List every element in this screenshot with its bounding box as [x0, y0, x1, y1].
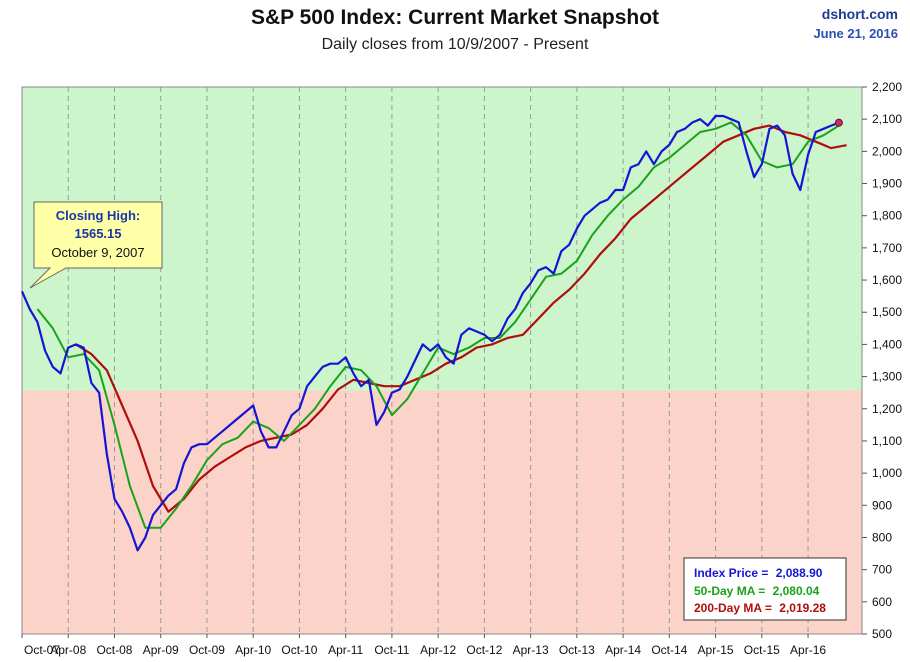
x-tick-label: Oct-14 [651, 643, 687, 657]
legend-index: Index Price = 2,088.90 [694, 566, 823, 580]
legend-frame [683, 557, 847, 621]
x-tick-label: Oct-13 [559, 643, 595, 657]
legend-ma200-value: 2,019.28 [779, 601, 826, 615]
chart-title: S&P 500 Index: Current Market Snapshot [250, 6, 660, 29]
y-tick-label: 1,300 [872, 370, 902, 384]
x-tick-label: Oct-09 [189, 643, 225, 657]
closing-high-callout: Closing High: 1565.15 October 9, 2007 [29, 201, 163, 289]
y-tick-label: 500 [872, 627, 892, 641]
legend-index-value: 2,088.90 [776, 566, 823, 580]
legend-ma50: 50-Day MA = 2,080.04 [694, 584, 820, 598]
x-tick-label: Apr-10 [235, 643, 271, 657]
ma50-line [36, 121, 840, 529]
x-tick-label: Apr-09 [143, 643, 179, 657]
x-tick-label: Apr-12 [420, 643, 456, 657]
y-tick-label: 1,000 [872, 466, 902, 480]
y-tick-label: 2,000 [872, 144, 902, 158]
legend-box: Index Price = 2,088.90 50-Day MA = 2,080… [683, 557, 847, 621]
y-tick-label: 1,600 [872, 273, 902, 287]
callout-bubble [29, 201, 163, 289]
snapshot-date: June 21, 2016 [813, 26, 898, 41]
ma200-line [75, 124, 847, 513]
y-tick-label: 2,200 [872, 80, 902, 94]
x-tick-label: Apr-13 [513, 643, 549, 657]
x-tick-label: Oct-12 [466, 643, 502, 657]
callout-value: 1565.15 [75, 226, 122, 241]
x-tick-label: Oct-10 [281, 643, 317, 657]
legend-index-label: Index Price = [694, 566, 772, 580]
y-tick-label: 1,100 [872, 434, 902, 448]
y-tick-label: 1,500 [872, 305, 902, 319]
x-tick-label: Apr-15 [698, 643, 734, 657]
x-tick-label: Oct-11 [374, 643, 409, 657]
legend-ma200-label: 200-Day MA = [694, 601, 775, 615]
callout-date: October 9, 2007 [51, 245, 144, 260]
y-tick-label: 2,100 [872, 112, 902, 126]
x-tick-label: Apr-16 [790, 643, 826, 657]
y-tick-label: 600 [872, 595, 892, 609]
y-tick-label: 1,900 [872, 177, 902, 191]
y-tick-label: 1,200 [872, 402, 902, 416]
legend-ma200: 200-Day MA = 2,019.28 [694, 601, 826, 615]
callout-heading: Closing High: [56, 208, 141, 223]
y-tick-label: 900 [872, 498, 892, 512]
x-tick-label: Apr-11 [328, 643, 363, 657]
x-tick-label: Oct-08 [96, 643, 132, 657]
chart-subtitle: Daily closes from 10/9/2007 - Present [321, 36, 589, 53]
x-tick-label: Apr-08 [50, 643, 86, 657]
x-tick-label: Oct-15 [744, 643, 780, 657]
x-tick-label: Oct-07 [24, 643, 60, 657]
legend-ma50-value: 2,080.04 [773, 584, 820, 598]
legend-ma50-label: 50-Day MA = [694, 584, 769, 598]
y-tick-label: 1,800 [872, 209, 902, 223]
y-tick-label: 800 [872, 530, 892, 544]
index-price-line [20, 114, 840, 552]
current-price-marker [834, 118, 843, 127]
plot-frame [21, 86, 863, 635]
x-tick-label: Apr-14 [605, 643, 641, 657]
y-tick-label: 700 [872, 563, 892, 577]
y-tick-label: 1,700 [872, 241, 902, 255]
brand-label: dshort.com [821, 6, 898, 22]
y-tick-label: 1,400 [872, 337, 902, 351]
